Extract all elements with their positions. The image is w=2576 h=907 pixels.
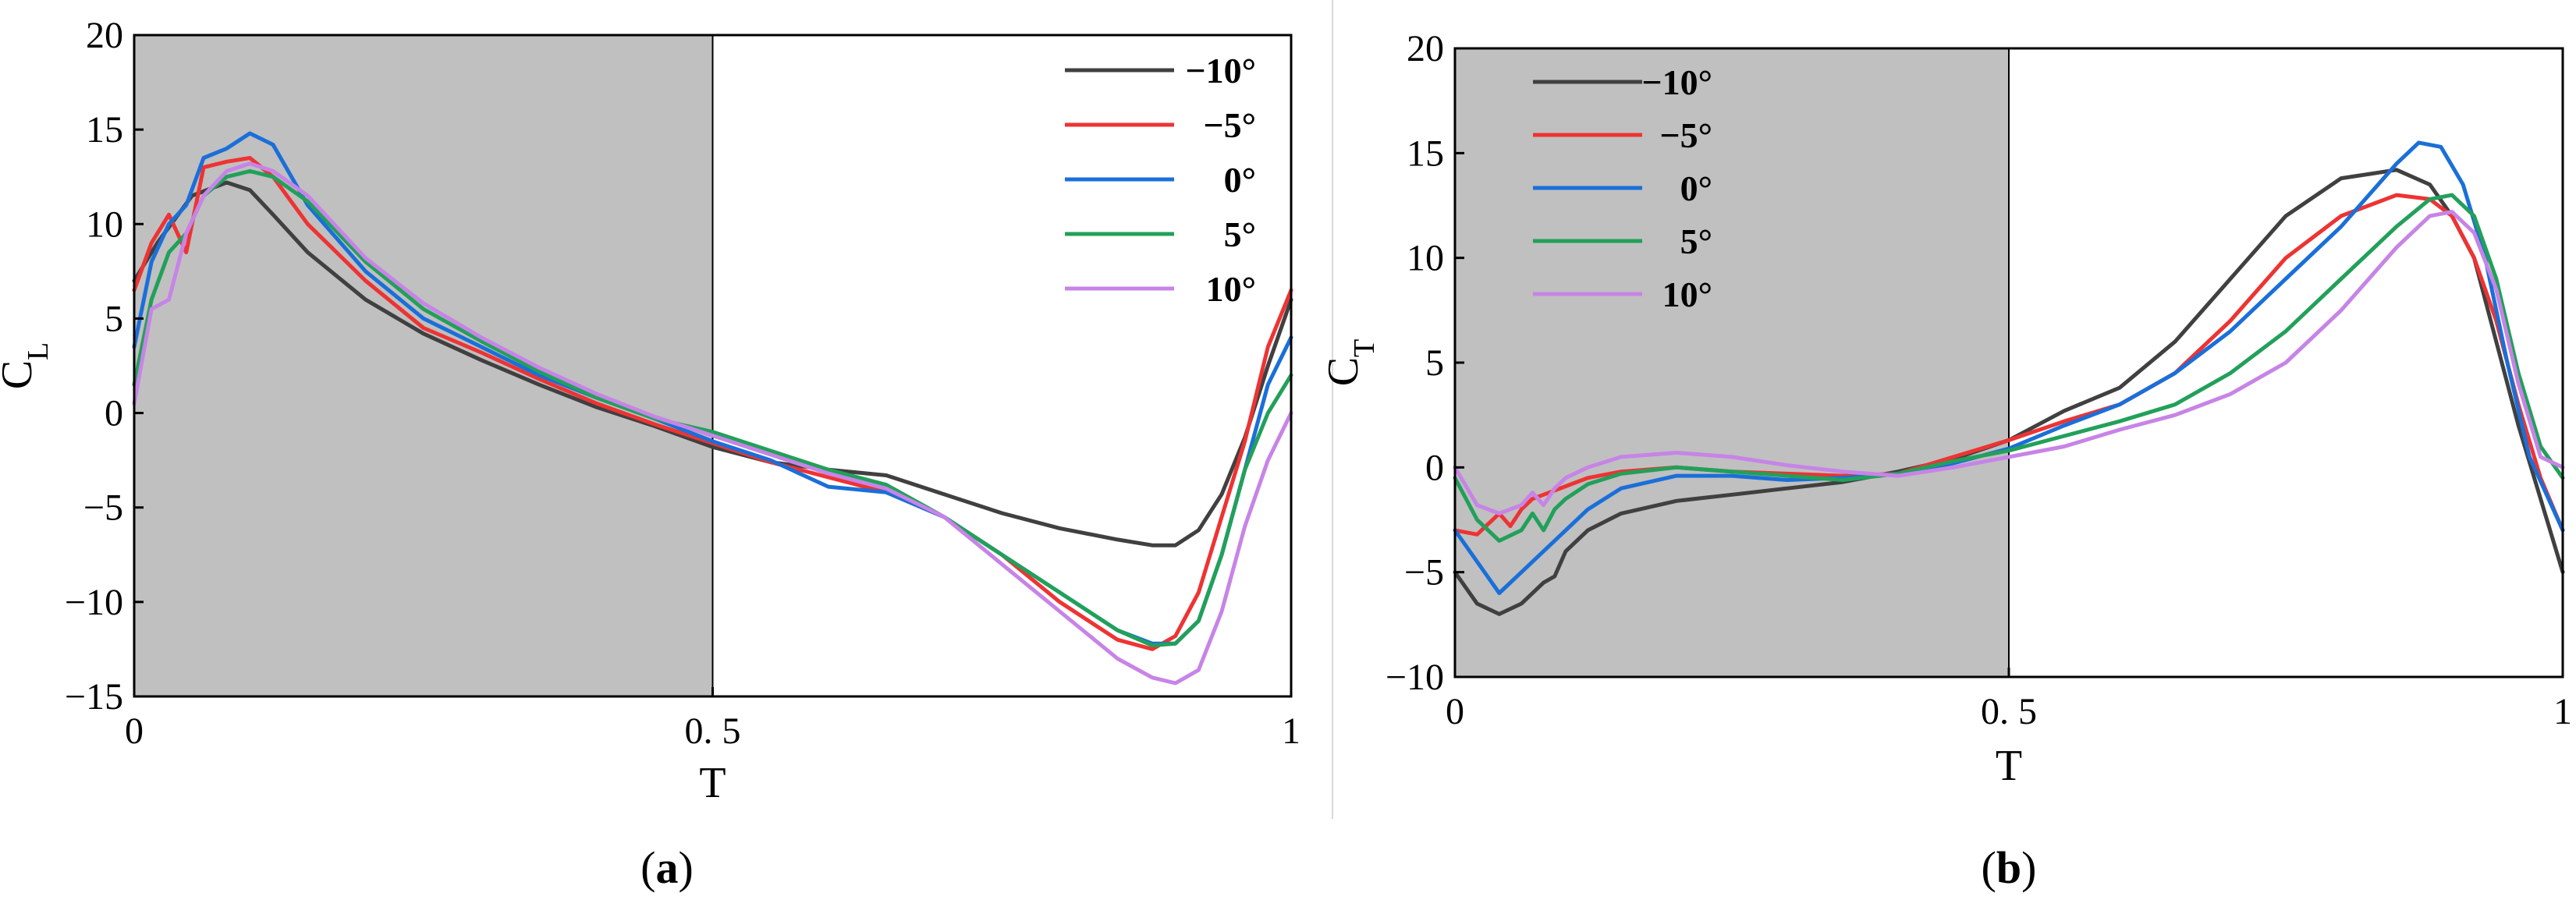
y-tick-label: 0 <box>1425 447 1444 488</box>
y-tick-label: −5 <box>83 487 123 529</box>
series-line-pos10 <box>132 161 1293 686</box>
y-tick-label: 20 <box>1407 28 1444 69</box>
y-tick-label: 15 <box>1407 133 1444 174</box>
y-tick-label: 10 <box>86 204 123 245</box>
y-tick-labels: −15 −10 −5 0 5 10 15 20 <box>65 15 144 717</box>
x-tick-labels: 0 0. 5 1 <box>125 687 1300 752</box>
panel-caption: (b) <box>1982 842 2037 893</box>
y-tick-label: −15 <box>65 676 123 717</box>
legend-label: 5° <box>1224 214 1256 254</box>
x-tick-label: 0. 5 <box>1981 691 2037 732</box>
legend-label: 10° <box>1206 269 1256 309</box>
series-line-pos5 <box>1453 193 2565 543</box>
y-axis-title-sub: T <box>1348 339 1381 357</box>
y-axis-title-main: C <box>1319 357 1368 386</box>
x-axis-title: T <box>699 759 726 807</box>
series-line-neg5 <box>1453 193 2565 537</box>
legend: −10° −5° 0° 5° 10° <box>1533 62 1712 314</box>
x-tick-label: 0 <box>1446 691 1464 732</box>
y-tick-labels: −10 −5 0 5 10 15 20 <box>1386 28 1464 698</box>
caption-letter: a <box>656 842 679 893</box>
y-tick-label: 10 <box>1407 238 1444 279</box>
y-tick-label: −10 <box>65 582 123 623</box>
series-line-neg5 <box>132 156 1293 651</box>
x-axis-title: T <box>1996 742 2022 790</box>
y-tick-label: −5 <box>1404 552 1444 593</box>
legend-label: 0° <box>1680 168 1712 208</box>
caption-close: ) <box>679 842 694 893</box>
series-group <box>132 131 1293 686</box>
legend-label: 10° <box>1662 275 1712 314</box>
legend-label: −10° <box>1185 51 1256 90</box>
x-tick-label: 1 <box>2553 691 2572 732</box>
y-axis-title: CL <box>0 342 55 390</box>
legend-label: −5° <box>1659 115 1712 155</box>
panel-a: −15 −10 −5 0 5 10 15 20 0 0. 5 1 CL T −10° −5° 0° 5°… <box>0 15 1300 893</box>
panel-caption: (a) <box>640 842 694 893</box>
legend-label: 0° <box>1224 160 1256 200</box>
legend-label: 5° <box>1680 221 1712 261</box>
series-group <box>1453 140 2565 616</box>
legend-label: −5° <box>1203 105 1256 145</box>
series-line-pos10 <box>1453 210 2565 516</box>
y-axis-title-sub: L <box>22 342 55 360</box>
x-tick-label: 1 <box>1282 710 1300 752</box>
shaded-region <box>134 35 713 696</box>
y-tick-label: 0 <box>105 393 123 434</box>
legend-label: −10° <box>1641 62 1712 102</box>
x-tick-labels: 0 0. 5 1 <box>1446 668 2572 732</box>
y-tick-label: 20 <box>86 15 123 56</box>
y-tick-label: 15 <box>86 109 123 151</box>
y-axis-title: CT <box>1319 339 1381 387</box>
legend: −10° −5° 0° 5° 10° <box>1065 51 1256 309</box>
caption-open: ( <box>1982 842 1996 893</box>
y-axis-title-main: C <box>0 360 41 389</box>
x-tick-label: 0. 5 <box>685 710 741 752</box>
y-tick-label: −10 <box>1386 657 1444 698</box>
caption-close: ) <box>2021 842 2036 893</box>
series-line-zero <box>1453 140 2565 595</box>
shaded-region <box>1455 48 2009 677</box>
caption-letter: b <box>1996 842 2021 893</box>
y-tick-label: 5 <box>1425 342 1444 384</box>
x-tick-label: 0 <box>125 710 144 752</box>
caption-open: ( <box>640 842 655 893</box>
y-tick-label: 5 <box>105 298 123 339</box>
